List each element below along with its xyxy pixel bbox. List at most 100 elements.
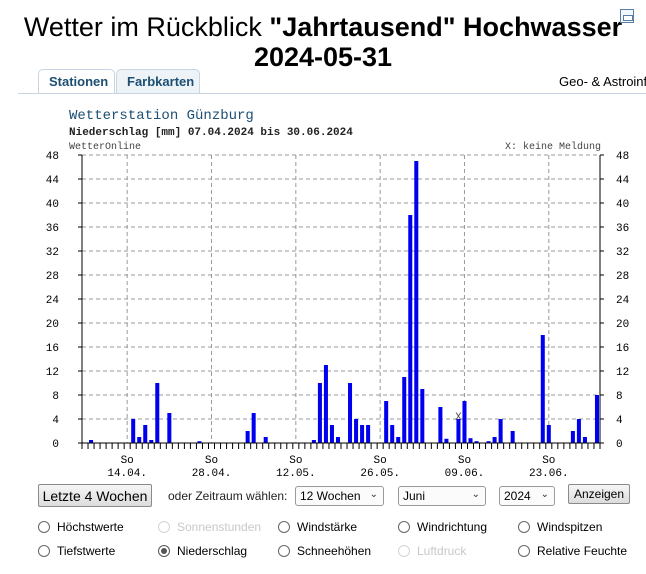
radio-button-icon xyxy=(278,545,290,557)
precip-bar xyxy=(510,431,515,443)
radio-button-icon xyxy=(398,521,410,533)
precip-bar xyxy=(137,437,142,443)
y-tick-label-left: 16 xyxy=(46,343,59,355)
y-tick-label-left: 40 xyxy=(46,199,59,211)
page-title-prefix: Wetter im Rückblick xyxy=(23,12,270,42)
x-label-date: 28.04. xyxy=(192,468,232,480)
radio-button-icon xyxy=(518,545,530,557)
x-label-date: 23.06. xyxy=(529,468,569,480)
chart-grid xyxy=(82,154,600,443)
precip-bar xyxy=(546,425,551,443)
year-value: 2024 xyxy=(504,489,531,503)
y-tick-label-right: 40 xyxy=(616,199,629,211)
radio-höchstwerte[interactable]: Höchstwerte xyxy=(38,520,124,534)
chart-subtitle: Niederschlag [mm] 07.04.2024 bis 30.06.2… xyxy=(69,127,353,139)
tab-stationen[interactable]: Stationen xyxy=(38,69,115,93)
y-tick-label-left: 28 xyxy=(46,271,59,283)
precip-bar xyxy=(576,419,581,443)
precip-bar xyxy=(408,215,413,443)
radio-label: Relative Feuchte xyxy=(537,544,628,558)
month-value: Juni xyxy=(403,489,426,503)
y-tick-label-right: 4 xyxy=(616,415,623,427)
radio-button-icon xyxy=(398,545,410,557)
radio-luftdruck: Luftdruck xyxy=(398,544,466,558)
radio-sonnenstunden: Sonnenstunden xyxy=(158,520,261,534)
x-label-date: 12.05. xyxy=(276,468,316,480)
radio-label: Schneehöhen xyxy=(297,544,372,558)
precip-bar xyxy=(317,383,322,443)
year-select[interactable]: 2024 ⌄ xyxy=(499,486,555,506)
precip-bar xyxy=(582,437,587,443)
chart-note: X: keine Meldung xyxy=(505,141,601,153)
y-tick-label-right: 16 xyxy=(616,343,629,355)
precip-bar xyxy=(390,425,395,443)
chart-source: WetterOnline xyxy=(69,141,141,153)
precip-bar xyxy=(396,437,401,443)
y-tick-label-left: 36 xyxy=(46,223,59,235)
y-tick-label-left: 12 xyxy=(46,367,59,379)
x-label-weekday: So xyxy=(542,455,555,467)
y-tick-label-right: 12 xyxy=(616,367,629,379)
radio-label: Sonnenstunden xyxy=(177,520,262,534)
chart-bars xyxy=(89,161,599,443)
radio-button-icon xyxy=(158,521,170,533)
last-4-weeks-button[interactable]: Letzte 4 Wochen xyxy=(38,484,152,507)
radio-label: Windrichtung xyxy=(417,520,488,534)
radio-schneehöhen[interactable]: Schneehöhen xyxy=(278,544,371,558)
y-tick-label-right: 28 xyxy=(616,271,629,283)
show-button[interactable]: Anzeigen xyxy=(568,484,630,504)
radio-label: Niederschlag xyxy=(177,544,248,558)
chevron-down-icon: ⌄ xyxy=(540,489,549,500)
y-tick-label-right: 24 xyxy=(616,295,630,307)
precip-bar xyxy=(402,377,407,443)
precip-bar xyxy=(251,413,256,443)
x-label-weekday: So xyxy=(121,455,134,467)
chevron-down-icon: ⌄ xyxy=(471,489,480,500)
radio-label: Windspitzen xyxy=(537,520,603,534)
y-tick-label-left: 4 xyxy=(52,415,59,427)
period-label: oder Zeitraum wählen: xyxy=(168,489,288,503)
radio-label: Luftdruck xyxy=(417,544,467,558)
x-label-weekday: So xyxy=(289,455,302,467)
radio-button-icon xyxy=(158,545,170,557)
weeks-value: 12 Wochen xyxy=(300,489,361,503)
precip-bar xyxy=(263,437,268,443)
radio-tiefstwerte[interactable]: Tiefstwerte xyxy=(38,544,115,558)
radio-windspitzen[interactable]: Windspitzen xyxy=(518,520,602,534)
y-tick-label-right: 36 xyxy=(616,223,629,235)
month-select[interactable]: Juni ⌄ xyxy=(398,486,486,506)
x-label-date: 14.04. xyxy=(107,468,147,480)
radio-niederschlag[interactable]: Niederschlag xyxy=(158,544,247,558)
precip-bar xyxy=(468,438,473,443)
tab-farbkarten[interactable]: Farbkarten xyxy=(116,69,200,93)
y-tick-label-left: 48 xyxy=(46,151,59,163)
x-label-date: 26.05. xyxy=(360,468,400,480)
radio-button-icon xyxy=(38,545,50,557)
precip-bar xyxy=(366,425,371,443)
y-tick-label-right: 0 xyxy=(616,439,623,451)
page-title: Wetter im Rückblick "Jahrtausend" Hochwa… xyxy=(0,12,646,72)
geo-astro-link[interactable]: Geo- & Astroinfo xyxy=(559,74,646,89)
print-icon[interactable] xyxy=(620,9,634,23)
x-label-date: 09.06. xyxy=(445,468,485,480)
radio-button-icon xyxy=(38,521,50,533)
precip-bar xyxy=(354,419,359,443)
radio-button-icon xyxy=(518,521,530,533)
page-title-date: 2024-05-31 xyxy=(253,42,393,72)
radio-windrichtung[interactable]: Windrichtung xyxy=(398,520,487,534)
weeks-select[interactable]: 12 Wochen ⌄ xyxy=(295,486,384,506)
radio-label: Windstärke xyxy=(297,520,358,534)
precip-bar xyxy=(149,440,154,443)
radio-windstärke[interactable]: Windstärke xyxy=(278,520,357,534)
y-tick-label-right: 8 xyxy=(616,391,623,403)
radio-button-icon xyxy=(278,521,290,533)
x-label-weekday: So xyxy=(374,455,387,467)
precip-bar xyxy=(570,431,575,443)
precip-bar xyxy=(329,425,334,443)
precip-bar xyxy=(131,419,136,443)
y-tick-label-left: 8 xyxy=(52,391,59,403)
precip-bar xyxy=(167,413,172,443)
radio-relative-feuchte[interactable]: Relative Feuchte xyxy=(518,544,627,558)
precip-bar xyxy=(492,437,497,443)
